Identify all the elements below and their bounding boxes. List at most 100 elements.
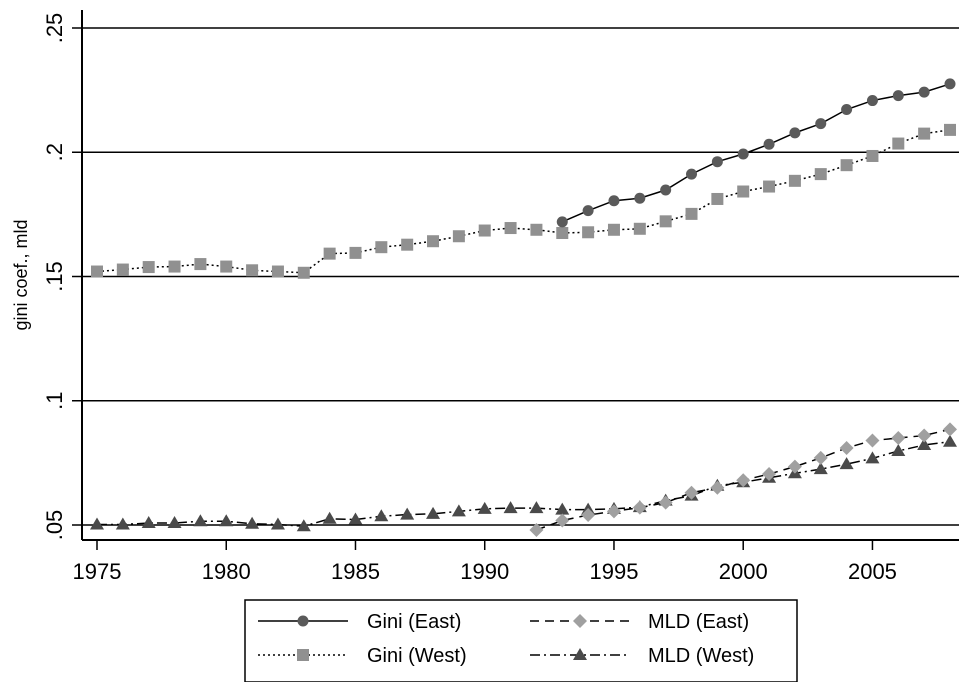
- data-point: [374, 509, 389, 522]
- data-point: [659, 215, 672, 228]
- data-point: [892, 90, 904, 102]
- x-tick-label: 1975: [73, 559, 122, 584]
- legend-marker: [573, 648, 587, 660]
- data-point: [348, 512, 363, 525]
- data-point: [141, 516, 156, 529]
- legend-marker: [297, 649, 309, 661]
- data-point: [634, 192, 646, 204]
- series-gini-east: [556, 78, 956, 228]
- data-point: [711, 192, 724, 205]
- data-point: [788, 174, 801, 187]
- data-point: [477, 501, 492, 514]
- data-point: [736, 473, 751, 488]
- data-point: [866, 95, 878, 107]
- y-tick-label: .25: [42, 13, 67, 44]
- data-point: [737, 185, 750, 198]
- data-point: [684, 485, 699, 500]
- data-point: [270, 517, 285, 530]
- data-point: [556, 227, 569, 240]
- data-point: [814, 168, 827, 181]
- data-point: [608, 195, 620, 207]
- legend-item: Gini (West): [258, 645, 467, 667]
- data-point: [891, 443, 906, 456]
- series-line: [561, 83, 951, 223]
- data-point: [530, 223, 543, 236]
- series-layer: [90, 78, 957, 537]
- legend-label: Gini (West): [367, 645, 467, 667]
- data-point: [168, 260, 181, 273]
- legend-label: MLD (East): [648, 611, 749, 633]
- data-point: [323, 247, 336, 260]
- data-point: [763, 180, 776, 193]
- data-point: [891, 431, 906, 446]
- legend: Gini (East) Gini (West) MLD (East) MLD (Wes…: [244, 599, 798, 682]
- legend-marker: [573, 614, 587, 628]
- x-tick-label: 1995: [589, 559, 638, 584]
- data-point: [115, 517, 130, 530]
- data-point: [426, 506, 441, 519]
- legend-item: MLD (West): [530, 645, 754, 667]
- data-point: [918, 86, 930, 98]
- data-point: [841, 104, 853, 116]
- x-tick-label: 1985: [331, 559, 380, 584]
- data-point: [504, 222, 517, 235]
- data-point: [142, 261, 155, 274]
- data-point: [685, 207, 698, 220]
- data-point: [555, 502, 570, 515]
- data-point: [452, 230, 465, 243]
- x-tick-label: 2005: [848, 559, 897, 584]
- data-point: [503, 501, 518, 514]
- data-point: [582, 205, 594, 217]
- series-line: [96, 129, 951, 274]
- data-point: [607, 223, 620, 236]
- data-point: [246, 264, 259, 277]
- data-point: [686, 168, 698, 180]
- data-point: [401, 238, 414, 251]
- data-point: [737, 148, 749, 160]
- data-point: [478, 224, 491, 237]
- data-point: [375, 241, 388, 254]
- data-point: [787, 459, 802, 474]
- y-axis-ticks: .05 .1 .15 .2 .25: [42, 13, 82, 541]
- data-point: [866, 149, 879, 162]
- y-tick-label: .05: [42, 510, 67, 541]
- data-point: [710, 480, 725, 495]
- data-point: [711, 156, 723, 168]
- data-point: [556, 216, 568, 228]
- data-point: [839, 457, 854, 470]
- data-point: [943, 422, 957, 437]
- data-point: [865, 433, 880, 448]
- data-point: [194, 258, 207, 271]
- data-point: [219, 514, 234, 527]
- data-point: [892, 137, 905, 150]
- data-point: [271, 265, 284, 278]
- legend-box: [244, 599, 798, 682]
- data-point: [606, 504, 621, 519]
- data-point: [116, 263, 129, 276]
- x-tick-label: 1990: [460, 559, 509, 584]
- data-point: [167, 516, 182, 529]
- data-point: [813, 462, 828, 475]
- series-gini-west: [91, 123, 956, 279]
- data-point: [322, 511, 337, 524]
- data-point: [660, 184, 672, 196]
- legend-item: Gini (East): [258, 611, 461, 633]
- y-axis-title: gini coef., mld: [11, 219, 31, 330]
- legend-item: MLD (East): [530, 611, 749, 633]
- data-point: [917, 428, 932, 443]
- data-point: [529, 522, 544, 537]
- data-point: [865, 451, 880, 464]
- data-point: [349, 246, 362, 259]
- data-point: [917, 437, 932, 450]
- legend-label: MLD (West): [648, 645, 754, 667]
- data-point: [220, 260, 233, 273]
- x-tick-label: 2000: [719, 559, 768, 584]
- data-point: [943, 434, 957, 447]
- y-tick-label: .1: [42, 392, 67, 410]
- legend-marker: [297, 615, 309, 627]
- data-point: [91, 265, 103, 278]
- data-point: [813, 450, 828, 465]
- data-point: [944, 78, 956, 90]
